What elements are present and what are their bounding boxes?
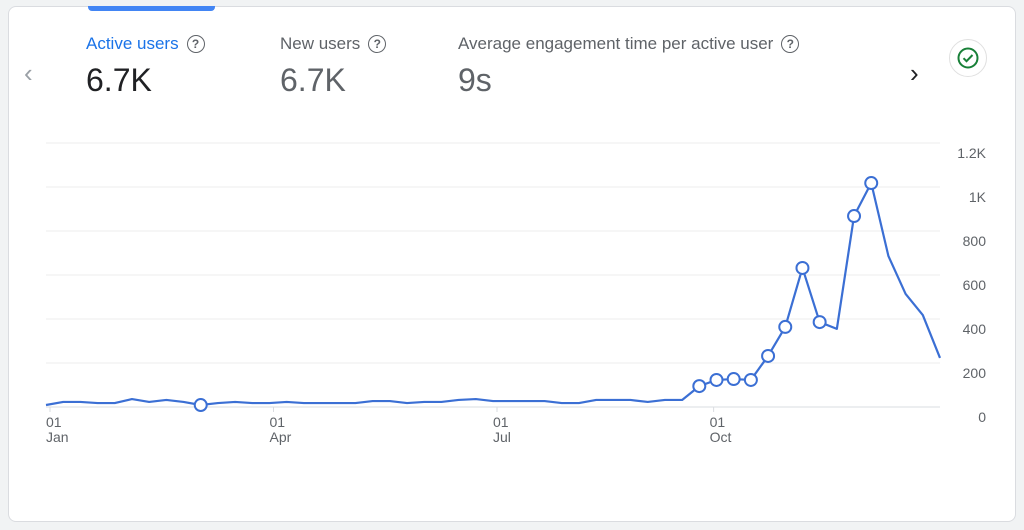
metric-label: Average engagement time per active user <box>458 34 774 53</box>
x-tick-month: Apr <box>270 429 292 445</box>
x-tick-day: 01 <box>493 414 509 430</box>
y-tick-label: 600 <box>963 277 987 293</box>
x-tick-month: Oct <box>710 429 732 445</box>
metric-new-users[interactable]: New users? 6.7K <box>280 34 387 99</box>
metric-value: 6.7K <box>86 62 152 98</box>
metric-label: Active users <box>86 34 179 53</box>
data-point-marker <box>761 348 776 363</box>
y-tick-label: 400 <box>963 321 987 337</box>
y-tick-label: 1.2K <box>957 145 986 161</box>
help-icon[interactable]: ? <box>781 35 800 53</box>
data-point-marker <box>709 372 724 387</box>
data-point-marker <box>795 260 810 275</box>
prev-button[interactable]: ‹ <box>24 58 33 88</box>
data-point-marker <box>812 315 827 330</box>
next-button[interactable]: › <box>910 58 919 88</box>
data-point-marker <box>193 398 208 413</box>
y-tick-label: 200 <box>963 365 987 381</box>
metric-avg-engagement[interactable]: Average engagement time per active user?… <box>458 34 800 99</box>
x-tick-month: Jul <box>493 429 511 445</box>
metric-active-users[interactable]: Active users? 6.7K <box>86 34 205 99</box>
data-point-marker <box>778 319 793 334</box>
x-tick-day: 01 <box>270 414 286 430</box>
metric-value: 6.7K <box>280 62 346 98</box>
metrics-card <box>8 6 1016 522</box>
data-point-marker <box>743 372 758 387</box>
x-tick-month: Jan <box>46 429 69 445</box>
y-tick-label: 1K <box>969 189 987 205</box>
data-point-marker <box>692 379 707 394</box>
check-circle-icon[interactable] <box>949 39 987 77</box>
data-point-marker <box>864 176 879 191</box>
x-tick-day: 01 <box>710 414 726 430</box>
x-tick-day: 01 <box>46 414 62 430</box>
active-tab-indicator <box>88 6 215 11</box>
y-tick-label: 800 <box>963 233 987 249</box>
series-line-active-users <box>45 181 942 407</box>
y-tick-label: 0 <box>978 409 986 425</box>
metric-value: 9s <box>458 62 492 98</box>
data-point-marker <box>726 372 741 387</box>
help-icon[interactable]: ? <box>368 35 387 53</box>
metric-label: New users <box>280 34 361 53</box>
data-point-marker <box>847 209 862 224</box>
help-icon[interactable]: ? <box>186 35 205 53</box>
